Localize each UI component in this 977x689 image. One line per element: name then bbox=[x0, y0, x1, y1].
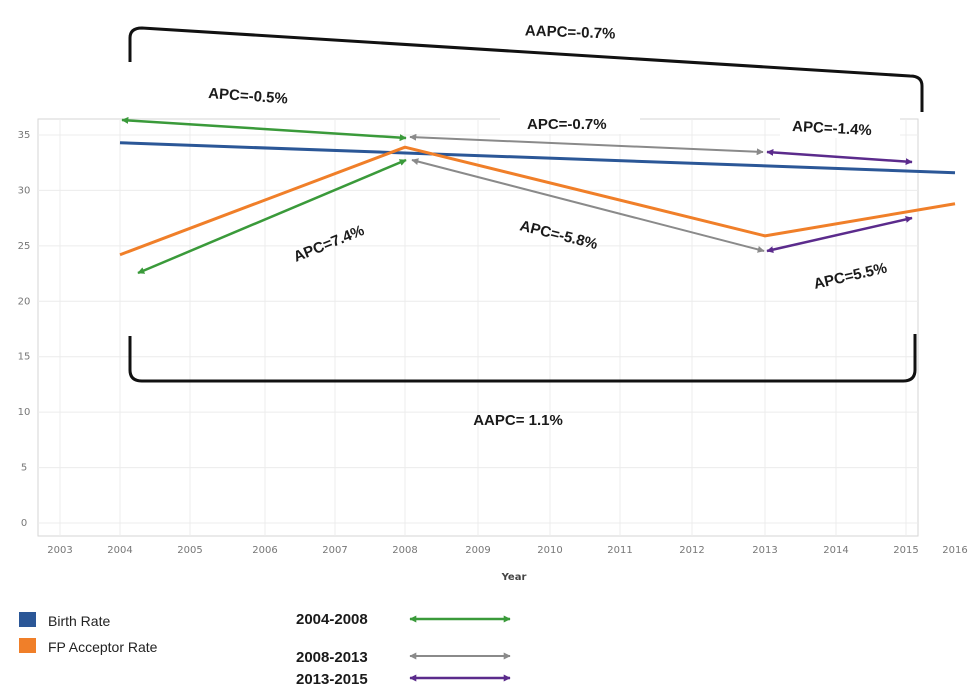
y-tick-label: 15 bbox=[18, 352, 31, 363]
x-tick-labels: 2003 2004 2005 2006 2007 2008 2009 2010 2011 2012… bbox=[47, 545, 967, 556]
aapc-top-bracket bbox=[128, 26, 924, 112]
period-label-2013-2015: 2013-2015 bbox=[296, 671, 368, 688]
x-tick-label: 2008 bbox=[392, 545, 417, 556]
apc-label-bg bbox=[500, 110, 640, 134]
apc-label-bg bbox=[780, 114, 900, 138]
apc-label-2008-2013-birth: APC=-0.7% bbox=[527, 116, 607, 133]
x-tick-label: 2013 bbox=[752, 545, 777, 556]
apc-arrow-2013-2015-birth bbox=[766, 148, 913, 166]
y-tick-label: 20 bbox=[18, 296, 31, 307]
aapc-bottom-bracket bbox=[128, 334, 917, 383]
aapc-top-label: AAPC=-0.7% bbox=[525, 22, 616, 42]
apc-label-2008-2013-fp: APC=-5.8% bbox=[518, 217, 599, 253]
apc-label-2013-2015-birth: APC=-1.4% bbox=[792, 118, 872, 139]
apc-arrow-2004-2008-birth bbox=[121, 116, 407, 142]
legend: Birth Rate FP Acceptor Rate bbox=[19, 612, 158, 655]
x-gridlines bbox=[59, 119, 907, 536]
x-axis-title: Year bbox=[501, 572, 527, 583]
y-tick-label: 30 bbox=[18, 185, 31, 196]
x-tick-label: 2011 bbox=[607, 545, 632, 556]
y-tick-label: 0 bbox=[21, 518, 27, 529]
x-tick-label: 2015 bbox=[893, 545, 918, 556]
legend-label-birth-rate: Birth Rate bbox=[48, 613, 110, 629]
y-tick-label: 25 bbox=[18, 241, 31, 252]
apc-arrow-2004-2008-fp bbox=[137, 158, 407, 275]
period-label-2004-2008: 2004-2008 bbox=[296, 611, 368, 628]
series-line-birth-rate bbox=[119, 141, 956, 175]
apc-label-2004-2008-fp: APC=7.4% bbox=[291, 222, 367, 266]
aapc-bottom-label: AAPC= 1.1% bbox=[473, 412, 563, 429]
x-tick-label: 2010 bbox=[537, 545, 562, 556]
apc-label-2004-2008-birth: APC=-0.5% bbox=[208, 85, 289, 108]
x-tick-label: 2005 bbox=[177, 545, 202, 556]
x-tick-label: 2006 bbox=[252, 545, 277, 556]
y-tick-label: 5 bbox=[21, 463, 27, 474]
y-tick-labels: 0 5 10 15 20 25 30 35 bbox=[18, 130, 31, 529]
y-tick-label: 10 bbox=[18, 407, 31, 418]
x-tick-label: 2007 bbox=[322, 545, 347, 556]
x-tick-label: 2009 bbox=[465, 545, 490, 556]
apc-arrow-2013-2015-fp bbox=[766, 215, 913, 254]
x-tick-label: 2004 bbox=[107, 545, 132, 556]
legend-swatch-birth-rate bbox=[19, 612, 36, 627]
x-tick-label: 2016 bbox=[942, 545, 967, 556]
x-tick-label: 2012 bbox=[679, 545, 704, 556]
apc-label-2013-2015-fp: APC=5.5% bbox=[812, 260, 889, 293]
x-tick-label: 2014 bbox=[823, 545, 848, 556]
legend-swatch-fp-acceptor-rate bbox=[19, 638, 36, 653]
period-key: 2004-2008 2008-2013 2013-2015 bbox=[296, 611, 511, 688]
period-label-2008-2013: 2008-2013 bbox=[296, 649, 368, 666]
apc-arrow-2008-2013-birth bbox=[409, 133, 764, 156]
legend-label-fp-acceptor-rate: FP Acceptor Rate bbox=[48, 639, 158, 655]
x-tick-label: 2003 bbox=[47, 545, 72, 556]
y-tick-label: 35 bbox=[18, 130, 31, 141]
apc-arrow-2008-2013-fp bbox=[411, 158, 765, 253]
